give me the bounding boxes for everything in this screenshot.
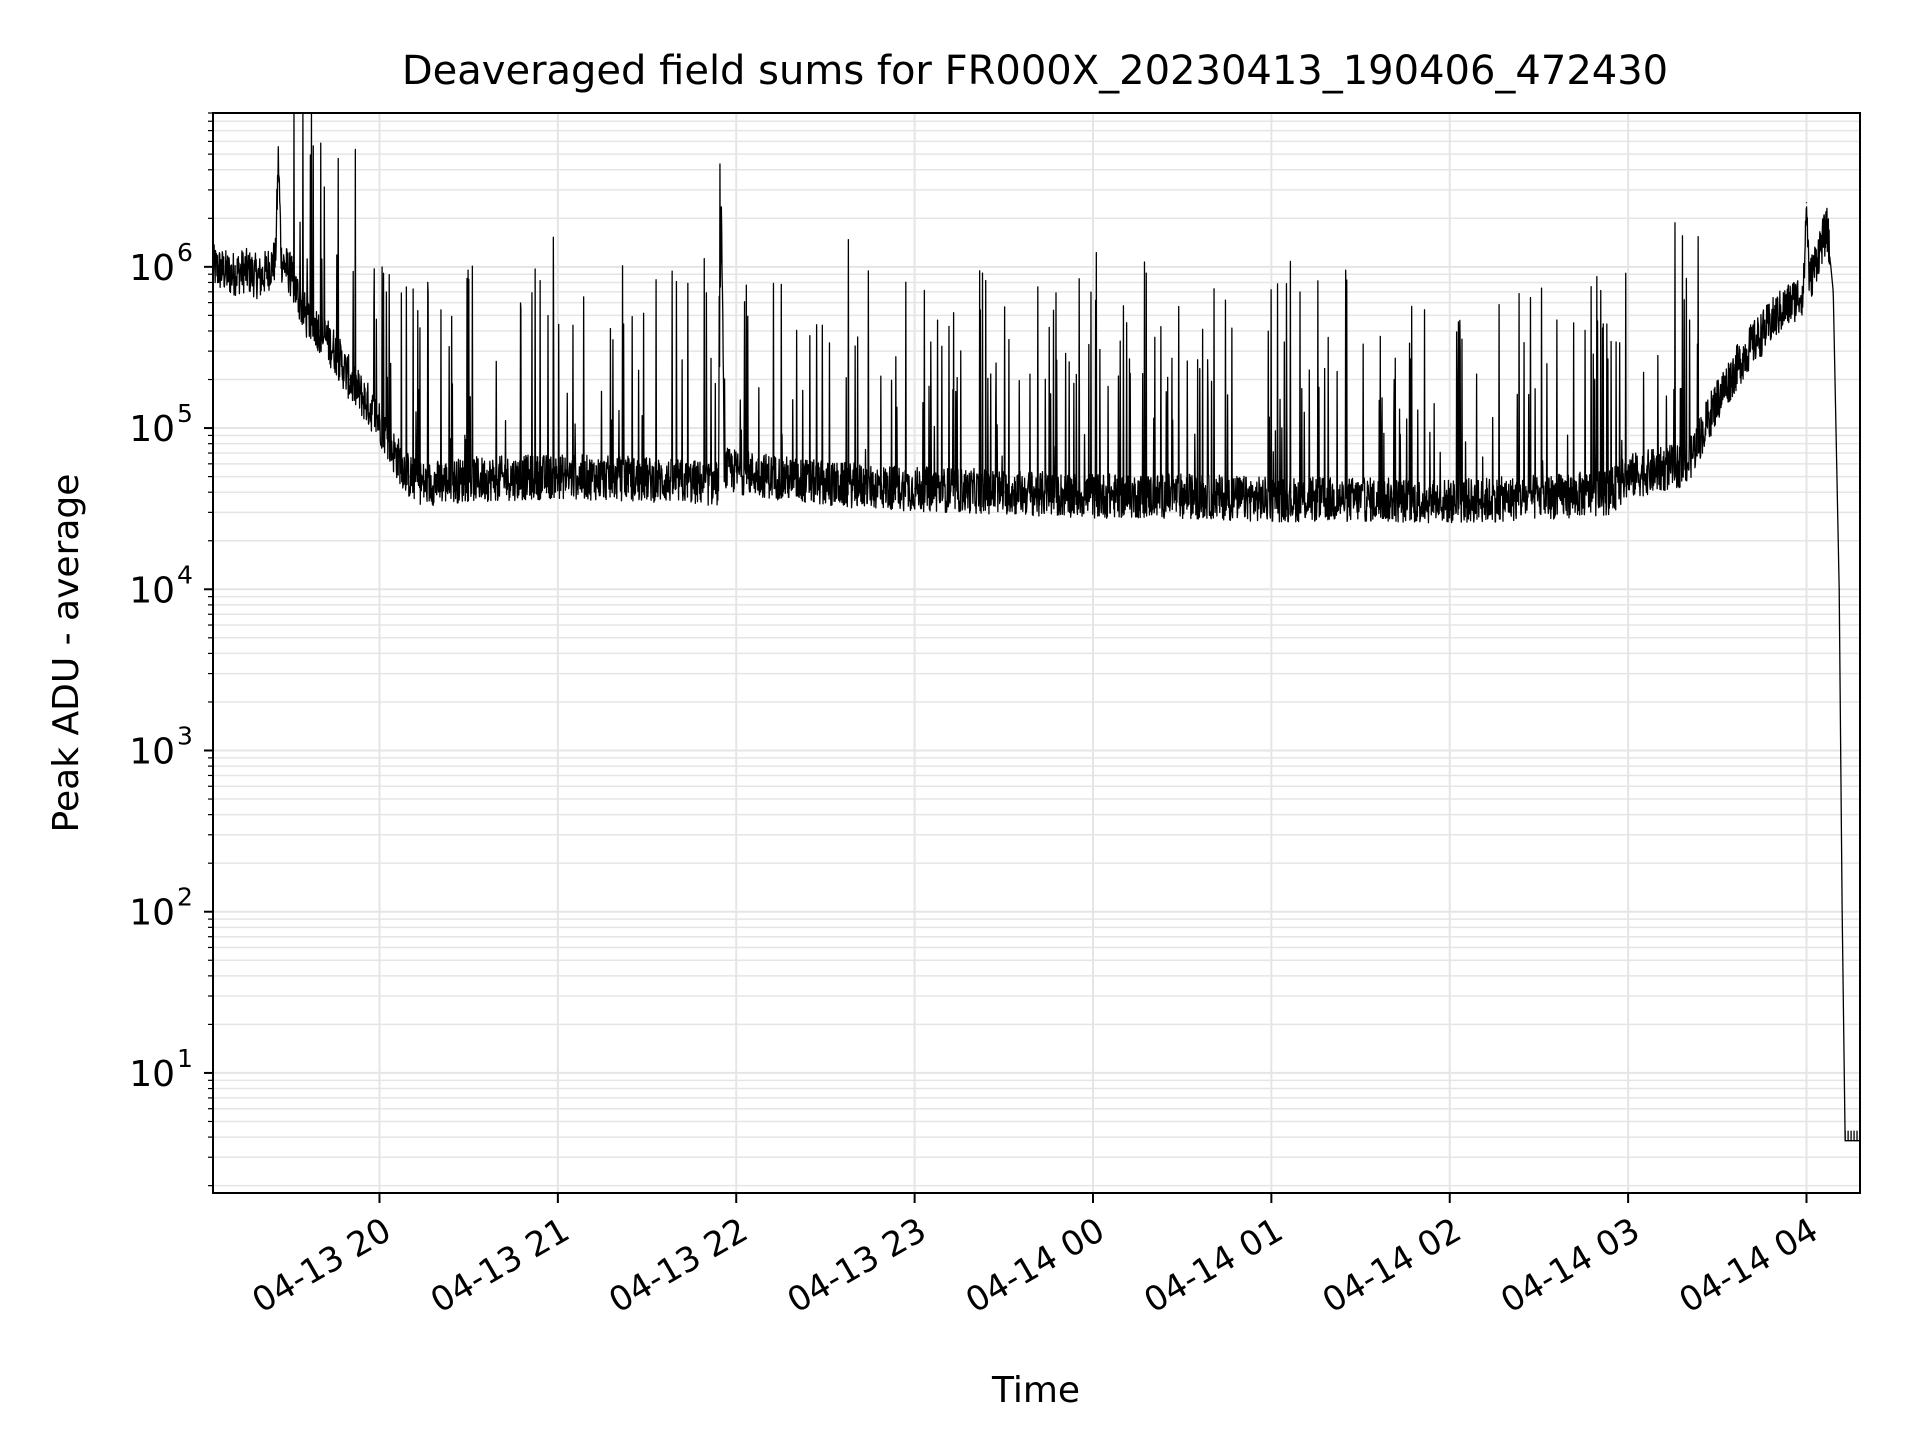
- x-tick-label: 04-14 02: [1316, 1210, 1468, 1321]
- data-point: [378, 420, 381, 422]
- y-tick-label: 10: [129, 731, 175, 772]
- x-tick-label: 04-13 23: [781, 1210, 933, 1321]
- x-tick-label: 04-14 04: [1673, 1210, 1825, 1321]
- data-point: [1832, 291, 1834, 293]
- x-tick-label: 04-14 00: [959, 1210, 1111, 1321]
- data-point: [1805, 202, 1808, 204]
- data-point: [1746, 350, 1748, 352]
- data-point: [408, 475, 410, 478]
- data-point: [1841, 911, 1843, 913]
- data-point: [1538, 497, 1540, 499]
- grid-layer: [213, 112, 1860, 1193]
- data-point: [349, 378, 351, 381]
- data-point: [646, 478, 648, 481]
- data-point: [393, 452, 395, 454]
- y-axis-label: Peak ADU - average: [46, 474, 87, 833]
- data-point: [1092, 495, 1094, 497]
- x-tick-label: 04-13 21: [424, 1210, 576, 1321]
- x-tick-label: 04-14 03: [1494, 1210, 1646, 1321]
- y-tick-label-exponent: 2: [177, 883, 193, 912]
- y-tick-label-exponent: 3: [177, 721, 193, 750]
- y-tick-label-exponent: 4: [177, 560, 193, 589]
- data-point: [1838, 588, 1840, 590]
- data-point: [1808, 281, 1811, 284]
- y-tick-label: 10: [129, 1054, 175, 1095]
- data-point: [304, 314, 306, 316]
- data-point: [1003, 491, 1005, 493]
- y-tick-label: 10: [129, 893, 175, 934]
- data-point: [468, 478, 470, 481]
- data-point: [334, 350, 336, 352]
- data-point: [557, 475, 559, 478]
- x-tick-label: 04-14 01: [1137, 1210, 1289, 1321]
- data-point: [824, 483, 827, 485]
- data-point: [1686, 463, 1689, 465]
- data-point: [914, 488, 916, 490]
- chart-title: Deaveraged field sums for FR000X_2023041…: [402, 48, 1668, 94]
- data-point: [277, 156, 280, 158]
- data-point: [1826, 229, 1828, 231]
- data-point: [1802, 291, 1805, 293]
- series-layer: [212, 112, 1861, 1142]
- data-point: [717, 483, 719, 485]
- data-point: [280, 259, 282, 261]
- y-tick-label: 10: [129, 248, 175, 289]
- y-tick-label: 10: [129, 570, 175, 611]
- data-point: [723, 469, 725, 471]
- data-point: [1716, 399, 1718, 401]
- data-point: [1449, 500, 1451, 503]
- data-point: [423, 483, 425, 485]
- data-point: [1181, 495, 1183, 497]
- data-point: [1627, 475, 1629, 478]
- data-point: [1609, 491, 1611, 493]
- data-point: [245, 269, 247, 272]
- x-tick-label: 04-13 22: [602, 1210, 754, 1321]
- data-point: [274, 259, 277, 261]
- series-line: [212, 112, 1860, 1142]
- data-point: [720, 207, 722, 210]
- data-point: [1820, 242, 1822, 244]
- x-tick-label: 04-13 20: [246, 1210, 398, 1321]
- y-tick-label: 10: [129, 409, 175, 450]
- data-point: [319, 330, 321, 332]
- y-tick-label-exponent: 5: [177, 399, 193, 428]
- data-point: [364, 399, 366, 401]
- data-point: [259, 277, 262, 279]
- data-point: [1776, 314, 1778, 316]
- x-axis-label: Time: [991, 1370, 1080, 1411]
- data-point: [1270, 498, 1272, 501]
- y-tick-label-exponent: 1: [177, 1044, 193, 1073]
- data-point: [1844, 1140, 1846, 1142]
- data-point: [230, 273, 232, 275]
- data-point: [289, 273, 291, 275]
- data-point: [1359, 498, 1362, 501]
- y-tick-label-exponent: 6: [177, 238, 193, 267]
